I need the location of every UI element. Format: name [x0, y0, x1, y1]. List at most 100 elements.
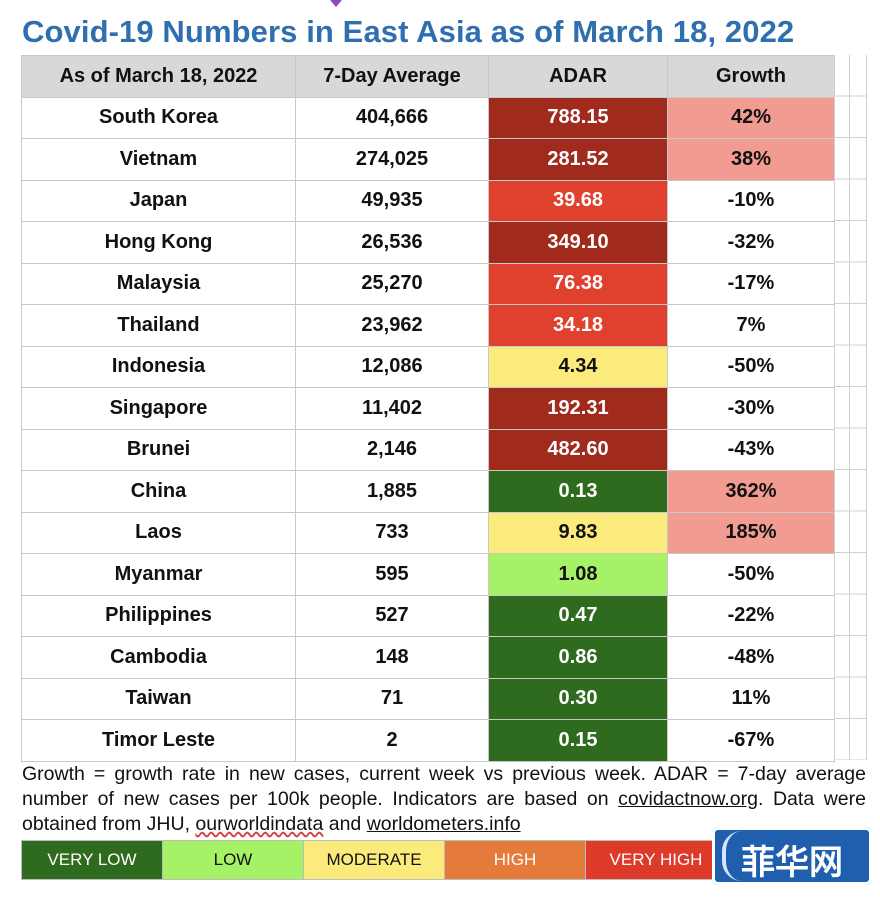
growth-cell: 11%	[667, 677, 835, 720]
legend-high: HIGH	[444, 840, 586, 880]
footnote-text-1: Growth = growth rate in new cases, curre…	[22, 763, 866, 810]
adar-cell: 192.31	[488, 387, 668, 430]
table-row: Myanmar 595 1.08 -50%	[21, 553, 835, 596]
growth-cell: -67%	[667, 719, 835, 762]
legend-very-low: VERY LOW	[21, 840, 163, 880]
growth-cell: -22%	[667, 594, 835, 637]
growth-cell: -48%	[667, 636, 835, 679]
risk-legend: VERY LOW LOW MODERATE HIGH VERY HIGH	[21, 840, 727, 880]
growth-cell: 38%	[667, 138, 835, 181]
adar-cell: 349.10	[488, 221, 668, 264]
average-cell: 11,402	[295, 387, 489, 430]
country-cell: Laos	[21, 511, 296, 554]
average-cell: 595	[295, 553, 489, 596]
extra-columns	[834, 55, 867, 760]
growth-cell: 362%	[667, 470, 835, 513]
average-cell: 2,146	[295, 428, 489, 471]
country-cell: China	[21, 470, 296, 513]
country-cell: Philippines	[21, 594, 296, 637]
adar-cell: 0.30	[488, 677, 668, 720]
average-cell: 527	[295, 594, 489, 637]
footnote-text-2: . Data were obtained from JHU,	[22, 788, 866, 835]
growth-cell: -50%	[667, 345, 835, 388]
table-row: Vietnam 274,025 281.52 38%	[21, 138, 835, 181]
country-cell: Cambodia	[21, 636, 296, 679]
table-row: Cambodia 148 0.86 -48%	[21, 636, 835, 679]
average-cell: 1,885	[295, 470, 489, 513]
growth-cell: -50%	[667, 553, 835, 596]
country-cell: Malaysia	[21, 262, 296, 305]
table-row: Malaysia 25,270 76.38 -17%	[21, 262, 835, 305]
average-cell: 733	[295, 511, 489, 554]
worldometers-link[interactable]: worldometers.info	[366, 813, 521, 835]
country-cell: Taiwan	[21, 677, 296, 720]
legend-moderate: MODERATE	[303, 840, 445, 880]
country-cell: Japan	[21, 179, 296, 222]
country-cell: Singapore	[21, 387, 296, 430]
footnote: Growth = growth rate in new cases, curre…	[22, 762, 866, 837]
table-row: Timor Leste 2 0.15 -67%	[21, 719, 835, 762]
table-row: Laos 733 9.83 185%	[21, 511, 835, 554]
adar-cell: 76.38	[488, 262, 668, 305]
table-row: Japan 49,935 39.68 -10%	[21, 179, 835, 222]
average-cell: 26,536	[295, 221, 489, 264]
covid-table: As of March 18, 2022 7-Day Average ADAR …	[21, 55, 835, 762]
growth-cell: -30%	[667, 387, 835, 430]
logo-text: 菲华网	[741, 843, 843, 883]
header-7day-average: 7-Day Average	[295, 55, 489, 98]
table-row: Taiwan 71 0.30 11%	[21, 677, 835, 720]
growth-cell: -10%	[667, 179, 835, 222]
covidactnow-link[interactable]: covidactnow.org	[618, 788, 758, 810]
site-logo: 菲华网	[712, 827, 872, 885]
growth-cell: -32%	[667, 221, 835, 264]
growth-cell: 185%	[667, 511, 835, 554]
table-row: South Korea 404,666 788.15 42%	[21, 96, 835, 139]
adar-cell: 34.18	[488, 304, 668, 347]
country-cell: Thailand	[21, 304, 296, 347]
adar-cell: 0.15	[488, 719, 668, 762]
average-cell: 12,086	[295, 345, 489, 388]
table-row: Thailand 23,962 34.18 7%	[21, 304, 835, 347]
growth-cell: 42%	[667, 96, 835, 139]
legend-low: LOW	[162, 840, 304, 880]
average-cell: 71	[295, 677, 489, 720]
adar-cell: 0.13	[488, 470, 668, 513]
average-cell: 404,666	[295, 96, 489, 139]
header-date: As of March 18, 2022	[21, 55, 296, 98]
country-cell: Brunei	[21, 428, 296, 471]
ourworldindata-link[interactable]: ourworldindata	[195, 813, 324, 835]
growth-cell: -43%	[667, 428, 835, 471]
table-row: China 1,885 0.13 362%	[21, 470, 835, 513]
country-cell: Myanmar	[21, 553, 296, 596]
average-cell: 2	[295, 719, 489, 762]
table-row: Indonesia 12,086 4.34 -50%	[21, 345, 835, 388]
adar-cell: 1.08	[488, 553, 668, 596]
page-title: Covid-19 Numbers in East Asia as of Marc…	[22, 14, 795, 49]
adar-cell: 39.68	[488, 179, 668, 222]
average-cell: 25,270	[295, 262, 489, 305]
table-row: Hong Kong 26,536 349.10 -32%	[21, 221, 835, 264]
average-cell: 274,025	[295, 138, 489, 181]
country-cell: Timor Leste	[21, 719, 296, 762]
legend-very-high: VERY HIGH	[585, 840, 727, 880]
average-cell: 148	[295, 636, 489, 679]
growth-cell: 7%	[667, 304, 835, 347]
adar-cell: 281.52	[488, 138, 668, 181]
table-header-row: As of March 18, 2022 7-Day Average ADAR …	[21, 55, 835, 98]
average-cell: 49,935	[295, 179, 489, 222]
average-cell: 23,962	[295, 304, 489, 347]
country-cell: Vietnam	[21, 138, 296, 181]
country-cell: South Korea	[21, 96, 296, 139]
table-row: Singapore 11,402 192.31 -30%	[21, 387, 835, 430]
logo-mark-icon	[722, 831, 766, 881]
country-cell: Hong Kong	[21, 221, 296, 264]
adar-cell: 0.86	[488, 636, 668, 679]
adar-cell: 482.60	[488, 428, 668, 471]
table-row: Philippines 527 0.47 -22%	[21, 594, 835, 637]
header-adar: ADAR	[488, 55, 668, 98]
title-decoration-icon	[330, 0, 342, 7]
growth-cell: -17%	[667, 262, 835, 305]
table-row: Brunei 2,146 482.60 -43%	[21, 428, 835, 471]
adar-cell: 4.34	[488, 345, 668, 388]
adar-cell: 0.47	[488, 594, 668, 637]
